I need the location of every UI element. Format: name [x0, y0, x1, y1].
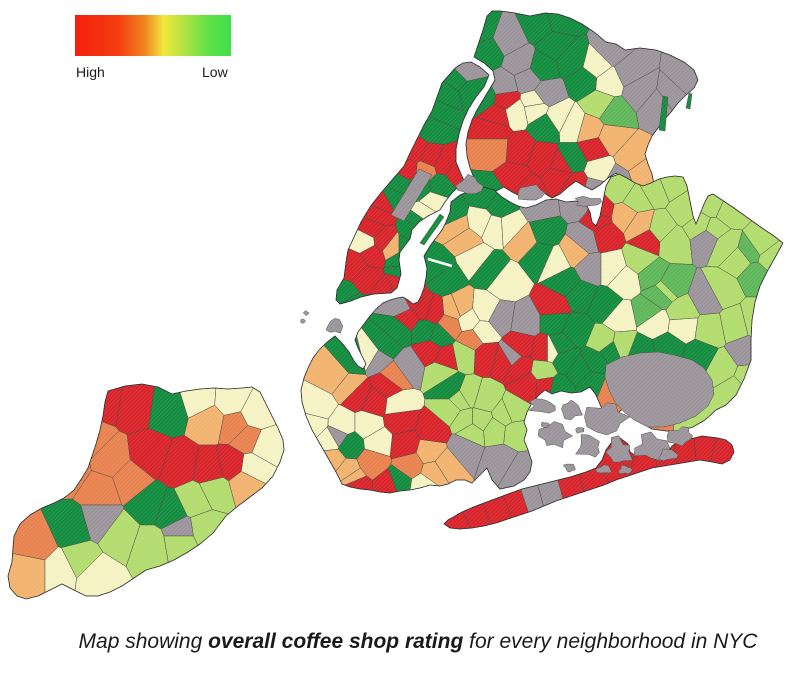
svg-text:Map showing overall coffee sho: Map showing overall coffee shop rating f… [79, 630, 759, 653]
svg-text:High: High [76, 64, 105, 80]
svg-text:Low: Low [202, 64, 229, 80]
